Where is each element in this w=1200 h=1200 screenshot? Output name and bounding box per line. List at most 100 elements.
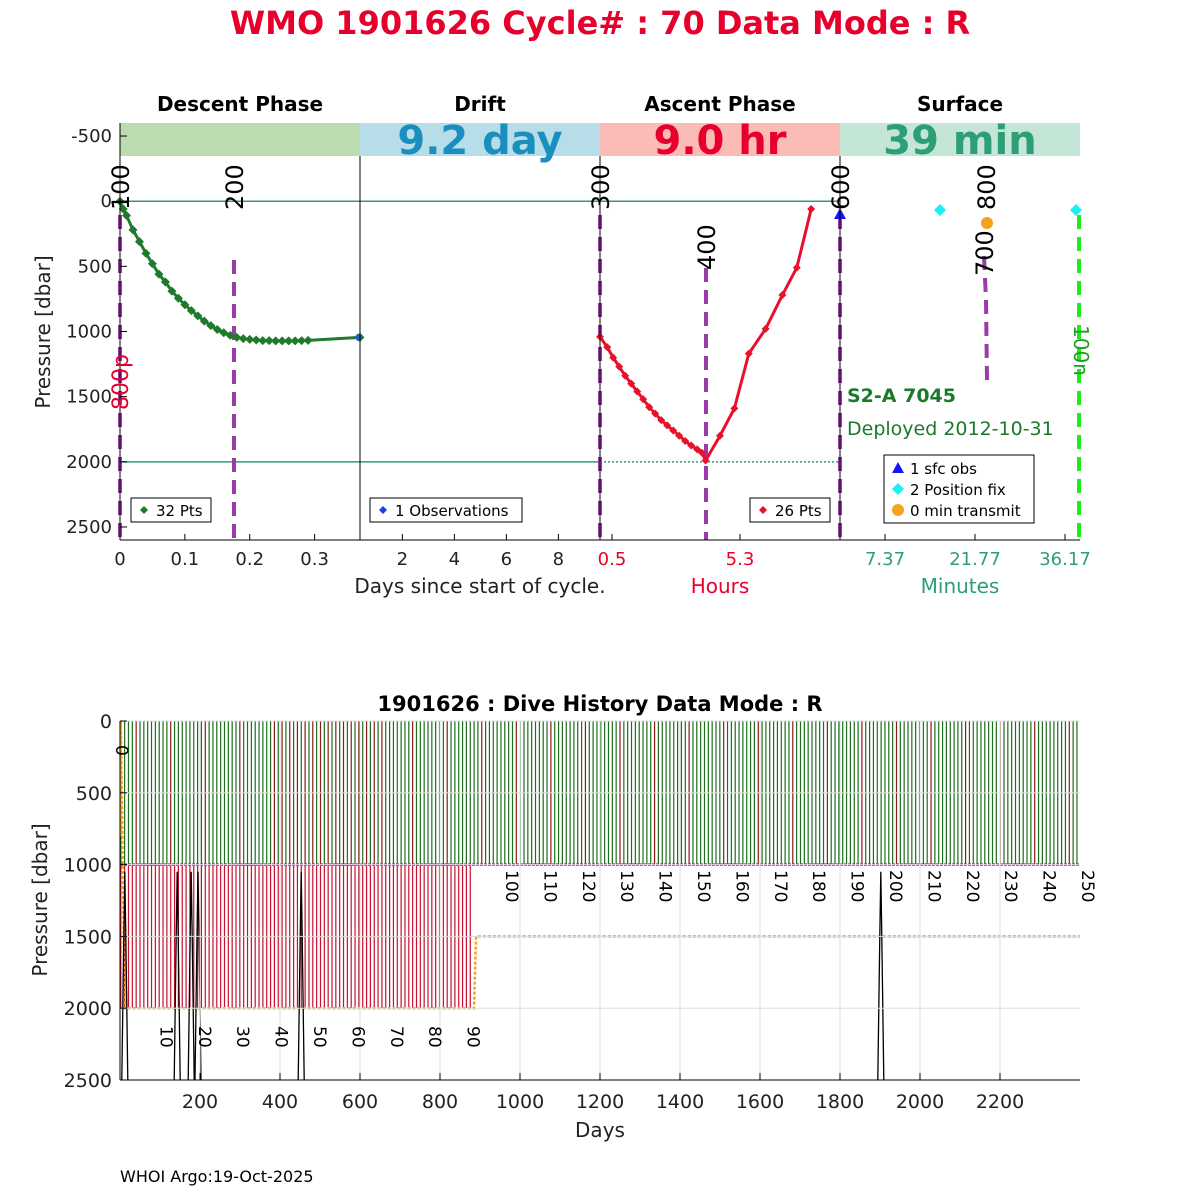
ascent-point [609,353,618,362]
descent-point [219,328,229,338]
right-label: 100n [1069,325,1093,376]
descent-point [225,330,235,340]
cycle-label: 60 [347,1026,367,1048]
x-tick-label: 2 [397,549,408,570]
descent-point [193,311,203,321]
cycle-label: 230 [1000,870,1020,902]
cycle-marker-label: 200 [221,164,249,210]
y-axis-label: Pressure [dbar] [28,823,52,976]
cycle-label: 210 [923,870,943,902]
descent-point [277,336,287,346]
surface-legend-text: 1 sfc obs [910,460,977,478]
deep-excursion [297,871,305,1081]
descent-point [180,300,190,310]
x-axis-label: Days [575,1118,625,1142]
x-tick-label: 1400 [656,1091,704,1113]
phase-title: Descent Phase [157,92,323,116]
ascent-point [761,324,770,333]
drift-legend-text: 1 Observations [395,502,509,520]
cycle-label: 250 [1077,870,1097,902]
deep-excursion [121,871,129,1081]
surface-legend-marker [892,504,904,516]
cycle-marker-label: 100 [107,164,135,210]
float-type-label: S2-A 7045 [847,385,956,407]
transmit-marker [981,217,993,229]
ascent-point [639,395,648,404]
cycle-label: 70 [386,1026,406,1048]
descent-point [134,237,144,247]
drift-legend-box [369,497,523,523]
ascent-point [701,456,710,465]
figure-title: WMO 1901626 Cycle# : 70 Data Mode : R [230,4,970,42]
cycle-marker-label: 800 [973,164,1001,210]
x-tick-label: 2000 [896,1091,944,1113]
ascent-point [693,445,702,454]
x-axis-label-minutes: Minutes [921,574,1000,598]
descent-point [232,332,242,342]
descent-legend-text: 32 Pts [156,502,203,520]
descent-legend-marker [140,506,148,514]
descent-point [186,306,196,316]
x-tick-label: 600 [342,1091,378,1113]
phase-banner [600,123,840,156]
ascent-point [792,263,801,272]
surface-legend-marker [892,462,904,473]
descent-point [238,334,248,344]
descent-point [173,293,183,303]
cycle-label: 40 [271,1026,291,1048]
descent-point [271,336,281,346]
cycle-marker-label: 600 [827,164,855,210]
position-fix-marker [934,204,946,216]
x-tick-label: 0.1 [171,549,200,570]
ascent-legend-marker [759,506,767,514]
ascent-point [698,448,706,457]
y-tick-label: 500 [76,783,112,805]
descent-point [297,336,307,346]
ascent-point [603,343,612,352]
x-tick-label: 36.17 [1039,549,1091,570]
descent-point [206,321,216,331]
cycle-label: 190 [847,870,867,902]
phase-banner [360,123,600,156]
ascent-point [744,349,753,358]
surface-legend-marker [892,483,904,495]
y-tick-label: 2000 [64,998,112,1020]
descent-point [154,269,164,279]
descent-point [118,204,128,214]
footer-credit: WHOI Argo:19-Oct-2025 [120,1167,314,1186]
y-tick-label: 2500 [66,517,112,538]
phase-title: Surface [917,92,1003,116]
cycle-label: 150 [693,870,713,902]
ascent-point [627,379,636,388]
x-tick-label: 200 [182,1091,218,1113]
descent-point [167,286,177,296]
cycle-label: 220 [962,870,982,902]
descent-point [290,336,300,346]
x-tick-label: 2200 [976,1091,1024,1113]
x-tick-label: 21.77 [949,549,1001,570]
chart-title: 1901626 : Dive History Data Mode : R [377,692,822,716]
top-labels: 100 200 300 400 600 700 800 800p 100n 32 Pts 1 Obs… [107,164,1093,524]
x-axis-label-hours: Hours [691,574,750,598]
ascent-point [651,409,660,418]
surface-legend-text: 2 Position fix [910,481,1006,499]
y-tick-label: 2000 [66,452,112,473]
cycle-label: 200 [885,870,905,902]
descent-point [212,325,222,335]
y-tick-label: 0 [100,711,112,733]
x-tick-label: 0.2 [235,549,264,570]
drift-legend-marker [379,506,387,514]
left-label: 800p [109,354,134,410]
y-tick-label: 1500 [64,926,112,948]
cycle-marker-label: 400 [693,224,721,270]
cycle-label: 10 [155,1026,175,1048]
descent-point [147,259,157,269]
descent-point [264,336,274,346]
phase-title: Drift [454,92,506,116]
descent-point [141,248,151,258]
x-tick-label: 800 [422,1091,458,1113]
